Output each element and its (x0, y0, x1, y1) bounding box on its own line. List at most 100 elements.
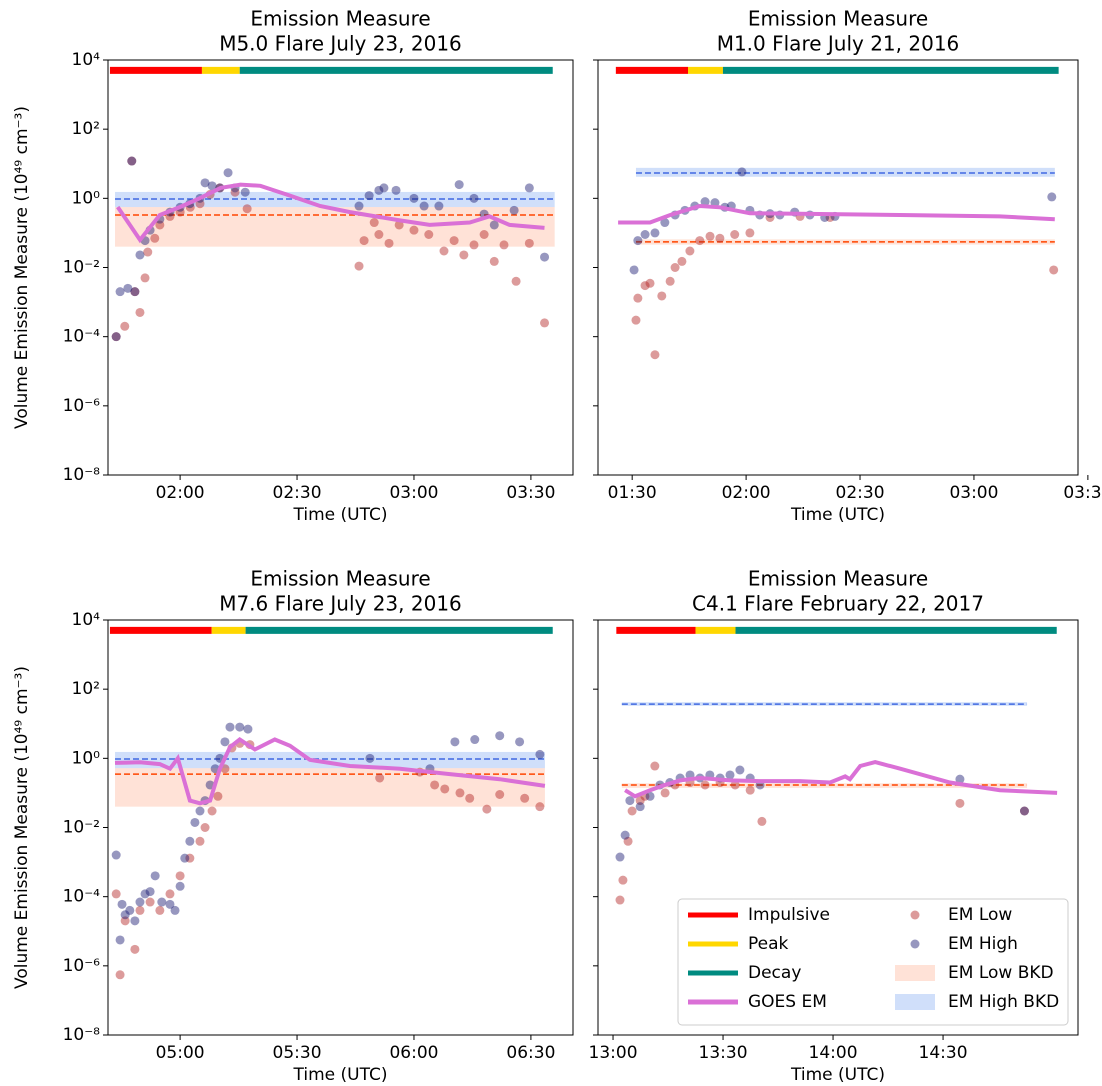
em_low-point (499, 240, 509, 250)
em_low-point (115, 970, 125, 980)
em_high-point (130, 916, 140, 926)
em_high-point (509, 205, 519, 215)
x-tick-label: 03:30 (1063, 483, 1102, 503)
x-axis-label: Time (UTC) (293, 505, 388, 525)
low_bkd-band (115, 207, 555, 247)
em_low-point (627, 806, 637, 816)
em_high-point (243, 724, 253, 734)
x-tick-label: 03:00 (949, 483, 998, 503)
em_high-point (225, 722, 235, 732)
em_high-point (645, 791, 655, 801)
em_low-point (394, 220, 404, 230)
plot-area (615, 626, 1058, 905)
em_high-point (540, 252, 550, 262)
em_low-point (155, 220, 165, 230)
em_high-point (117, 899, 127, 909)
em_high-point (175, 881, 185, 891)
y-tick-label: 10⁰ (72, 188, 101, 208)
plot-area (109, 626, 553, 980)
em_high-point (615, 852, 625, 862)
em_low-point (700, 780, 710, 790)
plot-area (109, 66, 555, 342)
em_low-point (165, 211, 175, 221)
em_low-point (449, 236, 459, 246)
em_high-point (374, 185, 384, 195)
em_high-point (170, 905, 180, 915)
em_low-point (633, 293, 643, 303)
y-tick-label: 10⁴ (72, 50, 101, 70)
y-tick-label: 10⁻⁴ (63, 327, 101, 347)
em_high-point (650, 228, 660, 238)
em_low-point (135, 905, 145, 915)
em_low-point (524, 238, 534, 248)
em_low-point (424, 229, 434, 239)
x-tick-label: 14:30 (919, 1043, 968, 1063)
em_low-point (469, 240, 479, 250)
em_low-point (140, 273, 150, 283)
axes-frame (107, 619, 574, 1036)
em_high-point (135, 250, 145, 260)
em_low-point (145, 897, 155, 907)
em_low-point (375, 773, 385, 783)
x-tick-label: 01:30 (608, 483, 657, 503)
em_high-point (735, 765, 745, 775)
em_low-point (745, 785, 755, 795)
x-axis-label: Time (UTC) (790, 1065, 885, 1082)
legend-label: EM Low (948, 905, 1012, 925)
x-tick-label: 03:00 (389, 483, 438, 503)
em_low-point (482, 804, 492, 814)
goes-line (114, 737, 546, 806)
em_high-point (469, 193, 479, 203)
em_high-point (379, 183, 389, 193)
x-tick-label: 02:00 (156, 483, 205, 503)
chart-title: Emission Measure (250, 7, 430, 31)
em_high-point (620, 830, 630, 840)
chart-subtitle: M1.0 Flare July 21, 2016 (717, 32, 960, 56)
em_high-point (450, 737, 460, 747)
em_high-point (195, 806, 205, 816)
em_low-point (207, 806, 217, 816)
em_high-point (157, 897, 167, 907)
em_low-point (745, 228, 755, 238)
y-axis-label: Volume Emission Measure (10⁴⁹ cm⁻³) (12, 106, 32, 429)
legend-label: EM Low BKD (948, 963, 1054, 983)
em_high-point (207, 181, 217, 191)
em_low-point (479, 229, 489, 239)
em_low-point (657, 291, 667, 301)
legend-label: Peak (748, 934, 789, 954)
em_high-point (235, 722, 245, 732)
em_low-point (540, 318, 550, 328)
em_low-point (615, 895, 625, 905)
em_low-point (535, 802, 545, 812)
x-tick-label: 02:30 (273, 483, 322, 503)
em_high-point (1019, 806, 1029, 816)
em_low-point (213, 791, 223, 801)
chart-subtitle: M5.0 Flare July 23, 2016 (219, 32, 462, 56)
em_low-point (660, 788, 670, 798)
em_high-point (135, 897, 145, 907)
em_high-point (409, 193, 419, 203)
em_high-point (140, 889, 150, 899)
em_low-point (665, 276, 675, 286)
em_high-point (635, 802, 645, 812)
em_high-point (364, 191, 374, 201)
em_low-point (623, 836, 633, 846)
em_high-point (240, 187, 250, 197)
y-tick-label: 10⁻⁶ (63, 956, 101, 976)
em_low-point (409, 225, 419, 235)
em_high-point (660, 218, 670, 228)
em_high-point (489, 220, 499, 230)
legend-label: Impulsive (748, 905, 830, 925)
em_high-point (737, 167, 747, 177)
em_high-point (130, 287, 140, 297)
em_low-point (242, 204, 252, 214)
legend-label: Decay (748, 963, 801, 983)
em_high-point (454, 180, 464, 190)
x-tick-label: 06:30 (506, 1043, 555, 1063)
em_low-point (730, 780, 740, 790)
x-tick-label: 14:00 (809, 1043, 858, 1063)
em_low-point (359, 236, 369, 246)
goes-line (116, 182, 545, 244)
em_low-point (730, 229, 740, 239)
